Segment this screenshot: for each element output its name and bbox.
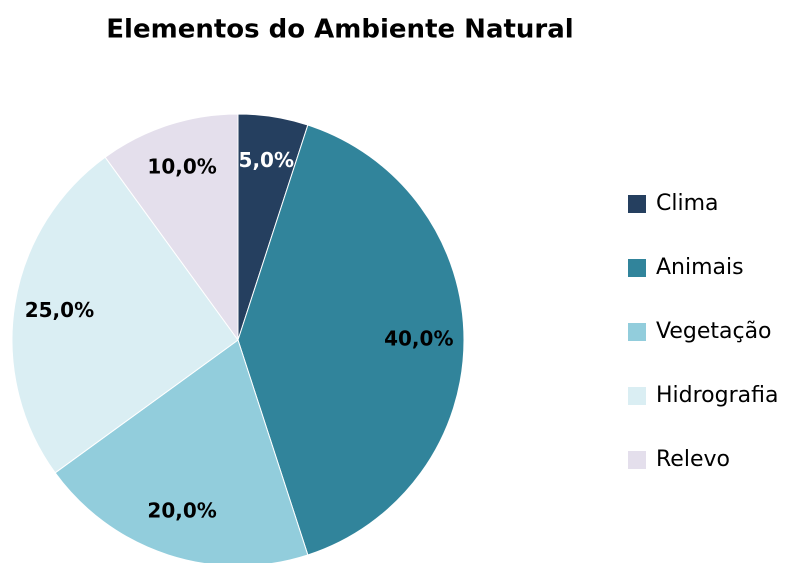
legend-swatch (628, 451, 646, 469)
pie-slice (104, 113, 239, 342)
chart-title: Elementos do Ambiente Natural (106, 15, 573, 45)
legend-label: Relevo (656, 447, 730, 472)
value-label: 25,0% (25, 298, 94, 322)
legend-label: Hidrografia (656, 383, 778, 408)
value-label: 40,0% (384, 327, 453, 351)
legend-label: Vegetação (656, 319, 772, 344)
legend-label: Animais (656, 255, 744, 280)
pie-slice (11, 156, 239, 474)
pie-slice (54, 339, 309, 563)
legend-swatch (628, 387, 646, 405)
legend-label: Clima (656, 191, 719, 216)
value-label: 20,0% (147, 498, 216, 522)
pie-slice (237, 124, 465, 556)
legend-swatch (628, 259, 646, 277)
value-label: 5,0% (239, 148, 294, 172)
legend-swatch (628, 323, 646, 341)
value-label: 10,0% (147, 155, 216, 179)
legend-swatch (628, 195, 646, 213)
